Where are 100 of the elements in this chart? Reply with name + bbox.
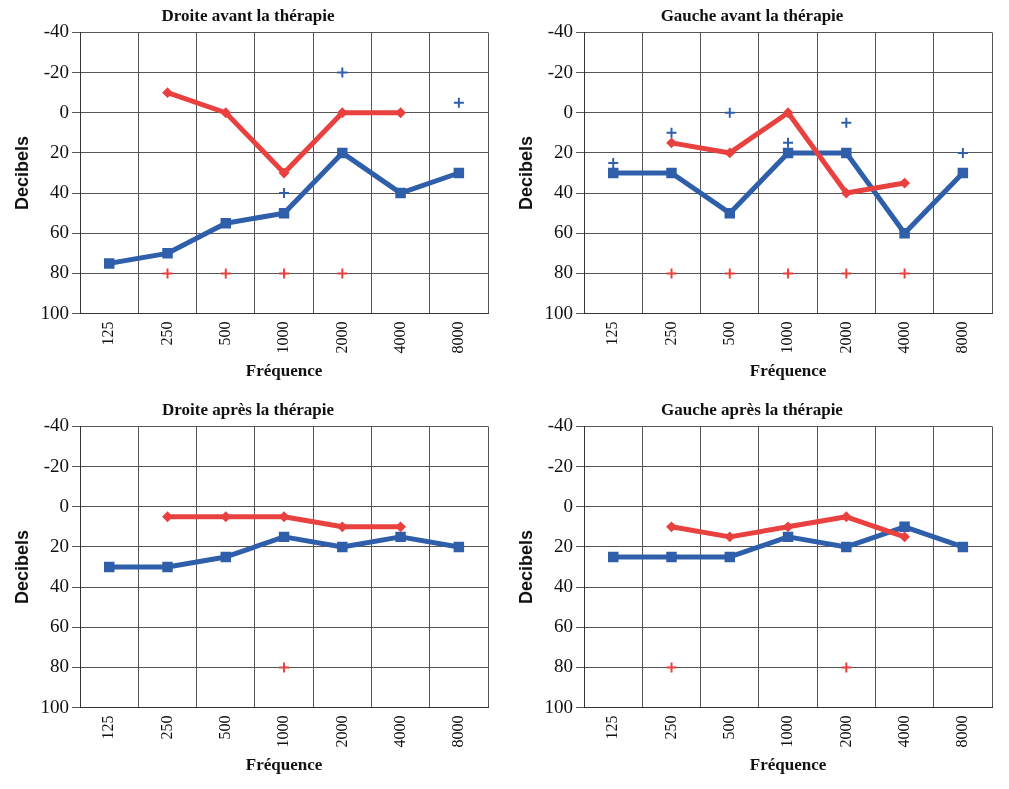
y-tick-label: 80 xyxy=(50,655,70,677)
point xyxy=(724,531,735,542)
point xyxy=(337,147,348,159)
x-tick-label: 2000 xyxy=(332,321,350,354)
y-tick-label: -20 xyxy=(43,60,70,82)
y-tick-label: -20 xyxy=(547,454,574,476)
point xyxy=(723,267,736,280)
y-tick-label: 60 xyxy=(554,221,574,243)
x-tick-label: 250 xyxy=(661,321,679,346)
x-tick-label: 500 xyxy=(215,321,233,346)
y-tick-label: 80 xyxy=(50,261,70,283)
x-tick-label: 1000 xyxy=(778,321,796,354)
x-tick-label: 500 xyxy=(215,715,233,740)
chart-title: Droite après la thérapie xyxy=(161,399,335,419)
y-tick-label: -20 xyxy=(43,454,70,476)
x-tick-label: 4000 xyxy=(894,321,912,354)
point xyxy=(899,228,910,239)
x-tick-label: 250 xyxy=(661,715,679,740)
point xyxy=(161,267,174,280)
point xyxy=(103,258,115,269)
point xyxy=(665,267,678,280)
y-tick-label: 60 xyxy=(50,221,70,243)
x-axis-title: Fréquence xyxy=(245,755,323,775)
point xyxy=(336,267,349,280)
y-axis-title: Decibels xyxy=(11,529,32,605)
x-tick-label: 1000 xyxy=(778,715,796,748)
y-tick-label: 100 xyxy=(40,301,70,323)
point xyxy=(453,167,465,179)
y-tick-label: 100 xyxy=(40,695,70,717)
point xyxy=(162,248,173,259)
point xyxy=(278,661,291,674)
y-tick-label: 0 xyxy=(59,494,70,516)
y-tick-label: 20 xyxy=(50,534,70,556)
y-tick-label: -40 xyxy=(547,414,574,436)
point xyxy=(841,541,852,553)
x-axis-title: Fréquence xyxy=(749,755,827,775)
point xyxy=(220,551,232,563)
x-tick-label: 2000 xyxy=(332,715,350,748)
y-tick-label: 0 xyxy=(563,100,574,122)
x-tick-label: 1000 xyxy=(274,321,292,354)
point xyxy=(666,551,677,563)
point xyxy=(162,87,173,98)
point xyxy=(782,147,794,159)
x-tick-label: 250 xyxy=(157,715,175,740)
point xyxy=(957,167,969,179)
x-tick-label: 8000 xyxy=(953,715,971,748)
chart-title: Gauche avant la thérapie xyxy=(660,5,844,25)
y-axis-title: Decibels xyxy=(515,529,536,605)
y-tick-label: -40 xyxy=(43,20,70,42)
point xyxy=(666,167,677,179)
y-tick-label: 40 xyxy=(554,575,574,597)
point xyxy=(665,661,678,674)
x-tick-label: 125 xyxy=(603,715,621,740)
point xyxy=(840,116,853,129)
x-tick-label: 8000 xyxy=(953,321,971,354)
point xyxy=(840,661,853,674)
x-axis-title: Fréquence xyxy=(749,361,827,381)
point xyxy=(899,178,910,189)
x-tick-label: 2000 xyxy=(836,715,854,748)
x-tick-label: 500 xyxy=(719,321,737,346)
point xyxy=(840,267,853,280)
point xyxy=(841,188,852,199)
y-tick-label: -40 xyxy=(43,414,70,436)
point xyxy=(278,531,290,543)
chart-title: Droite avant la thérapie xyxy=(161,5,335,25)
y-tick-label: 0 xyxy=(59,100,70,122)
y-tick-label: 80 xyxy=(554,655,574,677)
y-tick-label: 40 xyxy=(554,181,574,203)
x-tick-label: 4000 xyxy=(390,715,408,748)
point xyxy=(957,541,969,553)
x-tick-label: 1000 xyxy=(274,715,292,748)
chart-title: Gauche après la thérapie xyxy=(661,399,844,419)
point xyxy=(782,531,794,543)
point xyxy=(395,187,406,199)
y-axis-title: Decibels xyxy=(515,135,536,211)
y-tick-label: 60 xyxy=(50,615,70,637)
point xyxy=(395,531,406,543)
point xyxy=(898,267,911,280)
point xyxy=(724,551,736,563)
x-tick-label: 4000 xyxy=(390,321,408,354)
point xyxy=(279,168,290,178)
y-tick-label: 20 xyxy=(554,140,574,162)
point xyxy=(723,106,736,119)
point xyxy=(336,66,349,79)
point xyxy=(841,147,852,159)
point xyxy=(278,207,290,219)
point xyxy=(782,136,795,149)
point xyxy=(899,531,910,542)
point xyxy=(219,267,232,280)
x-axis-title: Fréquence xyxy=(245,361,323,381)
point xyxy=(724,207,736,219)
point xyxy=(665,126,678,139)
x-tick-label: 8000 xyxy=(449,321,467,354)
point xyxy=(278,267,291,280)
point xyxy=(783,107,794,118)
x-tick-label: 250 xyxy=(157,321,175,346)
point xyxy=(220,217,232,229)
y-tick-label: 0 xyxy=(563,494,574,516)
y-tick-label: 100 xyxy=(544,695,574,717)
point xyxy=(666,137,677,148)
